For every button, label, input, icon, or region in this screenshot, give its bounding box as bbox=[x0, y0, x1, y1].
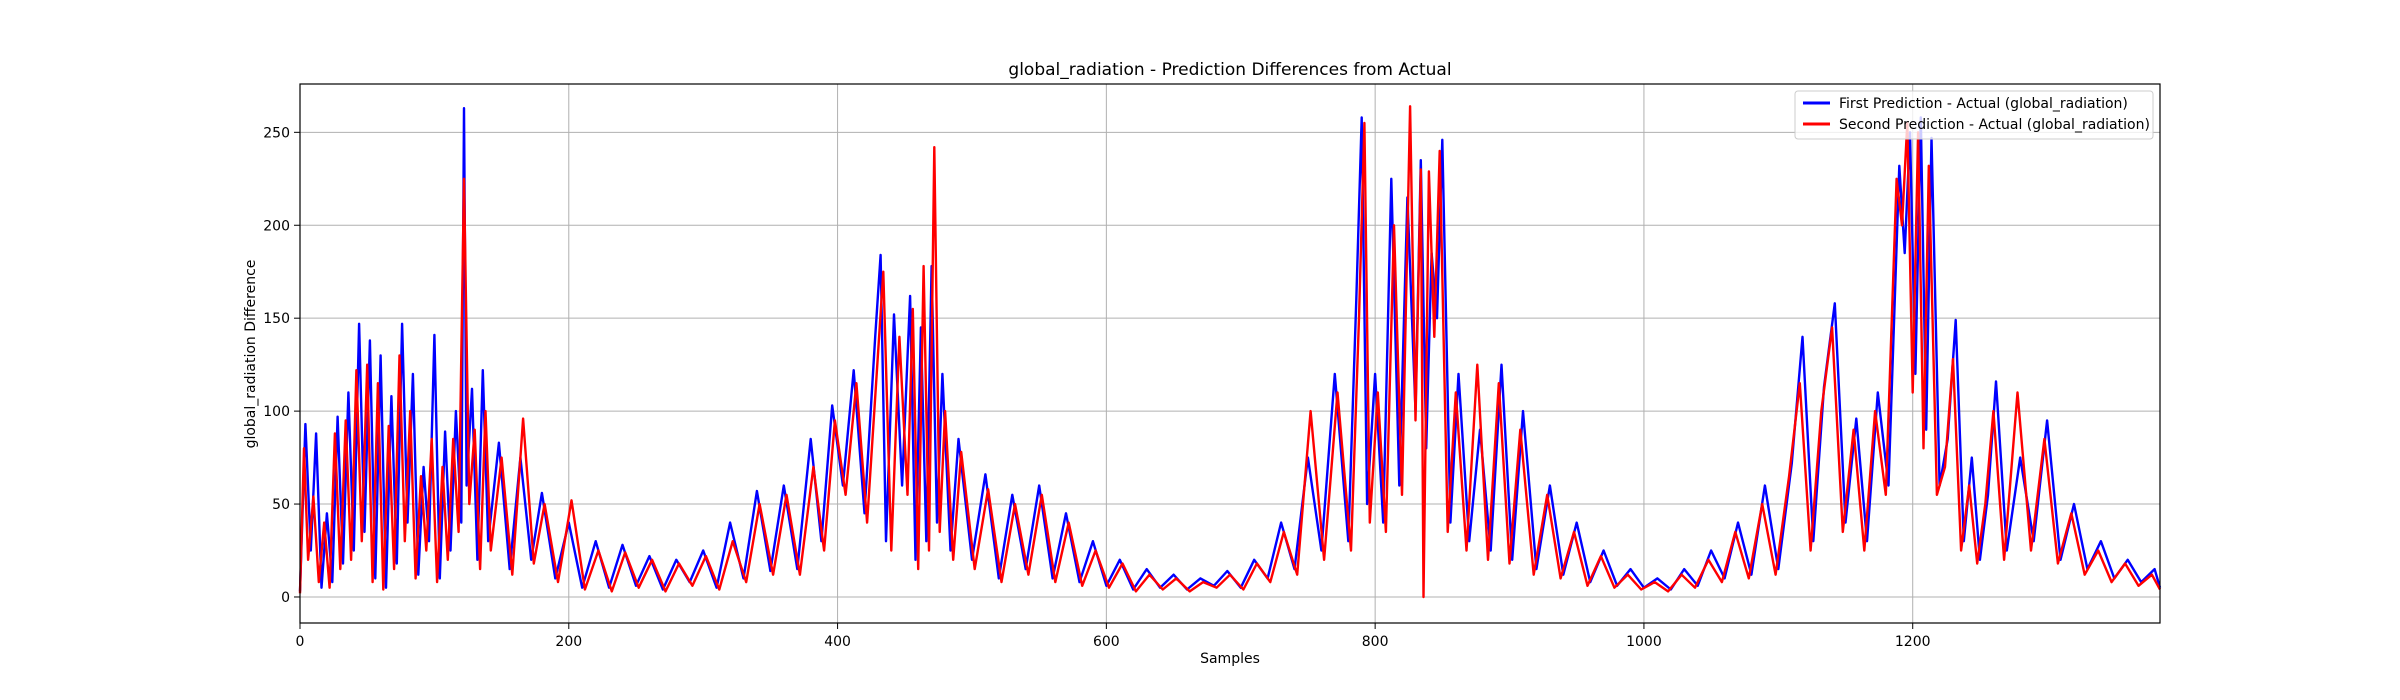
x-tick-label: 800 bbox=[1362, 634, 1389, 650]
y-tick-label: 0 bbox=[281, 590, 290, 606]
x-tick-label: 1000 bbox=[1626, 634, 1662, 650]
x-tick-label: 1200 bbox=[1895, 634, 1931, 650]
chart-title: global_radiation - Prediction Difference… bbox=[1008, 60, 1451, 80]
x-axis-label: Samples bbox=[1200, 651, 1260, 667]
y-tick-label: 250 bbox=[263, 125, 290, 141]
x-tick-label: 0 bbox=[296, 634, 305, 650]
series-line-second-prediction bbox=[300, 106, 2160, 597]
y-tick-label: 150 bbox=[263, 311, 290, 327]
legend-label-first: First Prediction - Actual (global_radiat… bbox=[1839, 96, 2128, 112]
x-tick-label: 600 bbox=[1093, 634, 1120, 650]
x-tick-label: 400 bbox=[824, 634, 851, 650]
x-axis-ticks: 0 200 400 600 800 1000 1200 bbox=[296, 623, 1931, 650]
y-tick-label: 50 bbox=[272, 497, 290, 513]
series-lines bbox=[300, 106, 2160, 597]
y-tick-label: 200 bbox=[263, 218, 290, 234]
legend-label-second: Second Prediction - Actual (global_radia… bbox=[1839, 117, 2150, 133]
y-axis-label: global_radiation Difference bbox=[243, 260, 259, 449]
y-axis-ticks: 0 50 100 150 200 250 bbox=[263, 125, 300, 606]
legend: First Prediction - Actual (global_radiat… bbox=[1795, 91, 2153, 139]
y-tick-label: 100 bbox=[263, 404, 290, 420]
x-tick-label: 200 bbox=[555, 634, 582, 650]
series-line-first-prediction bbox=[300, 108, 2160, 591]
